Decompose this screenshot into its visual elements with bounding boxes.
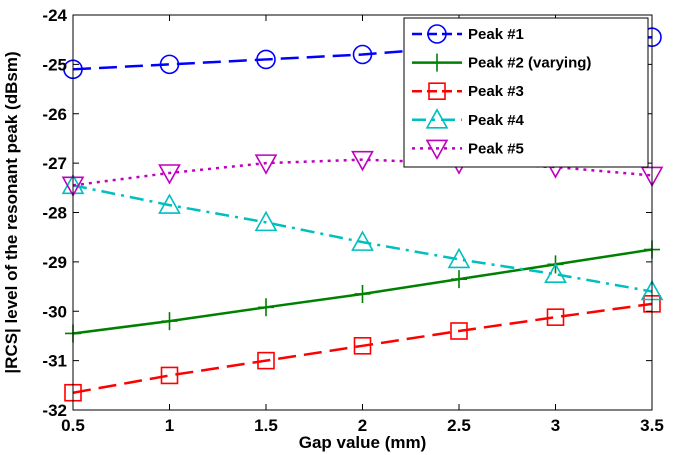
data-point-triangle-up xyxy=(158,193,181,214)
x-tick-label: 1.5 xyxy=(254,416,278,435)
y-tick-label: -29 xyxy=(42,253,67,272)
data-point-square xyxy=(160,366,179,385)
x-tick-label: 3 xyxy=(551,416,560,435)
y-axis-label: |RCS| level of the resonant peak (dBsm) xyxy=(2,51,21,373)
legend-box xyxy=(403,17,649,168)
legend-item: Peak #4 xyxy=(412,108,525,129)
y-tick-label: -27 xyxy=(42,154,67,173)
data-point-square xyxy=(546,308,565,326)
x-tick-label: 2 xyxy=(358,416,367,435)
series-line xyxy=(72,184,653,293)
data-point-square xyxy=(257,351,275,370)
legend-label: Peak #2 (varying) xyxy=(468,55,591,72)
data-point-square xyxy=(353,337,372,355)
legend-item: Peak #3 xyxy=(412,82,524,100)
data-point-triangle-up xyxy=(254,210,278,232)
data-point-triangle-down xyxy=(425,139,449,161)
data-point-circle xyxy=(159,54,180,75)
series-line xyxy=(72,158,653,187)
data-point-plus xyxy=(429,53,445,72)
data-point-plus xyxy=(451,270,467,289)
data-point-plus xyxy=(258,298,274,317)
y-tick-label: -24 xyxy=(42,6,67,25)
data-point-circle xyxy=(352,44,373,65)
x-tick-label: 1 xyxy=(165,416,174,435)
legend-label: Peak #4 xyxy=(468,112,525,129)
data-point-plus xyxy=(354,284,371,303)
data-point-triangle-up xyxy=(351,230,374,251)
y-tick-label: -25 xyxy=(42,55,67,74)
data-point-circle xyxy=(256,49,276,70)
legend: Peak #1 Peak #2 (varying) Peak #3 Peak #4 Pe… xyxy=(403,17,649,168)
legend-item: Peak #5 xyxy=(412,139,524,161)
legend-item: Peak #1 xyxy=(412,24,524,44)
data-point-triangle-up xyxy=(425,108,449,129)
data-point-triangle-up xyxy=(447,247,471,269)
y-tick-label: -28 xyxy=(42,204,67,223)
data-point-square xyxy=(428,82,446,100)
axis-ticks: 0.5 1 1.5 2 2.5 3 3.5 -24 -25 -26 -27 -28 -29 -30 -31 -… xyxy=(42,6,663,435)
y-tick-label: -26 xyxy=(42,105,67,124)
data-point-square xyxy=(450,322,468,340)
series-line xyxy=(72,302,653,394)
x-tick-label: 2.5 xyxy=(447,416,471,435)
legend-label: Peak #3 xyxy=(468,83,524,100)
y-tick-label: -31 xyxy=(42,352,67,371)
y-tick-label: -30 xyxy=(42,302,67,321)
y-tick-label: -32 xyxy=(42,401,67,420)
x-tick-label: 3.5 xyxy=(640,416,664,435)
x-axis-label: Gap value (mm) xyxy=(299,433,427,452)
data-point-circle xyxy=(427,24,447,44)
data-point-plus xyxy=(161,312,178,331)
x-tick-label: 0.5 xyxy=(61,416,85,435)
legend-label: Peak #5 xyxy=(468,140,524,157)
data-point-triangle-down xyxy=(254,154,278,175)
data-point-triangle-down xyxy=(158,164,181,185)
legend-item: Peak #2 (varying) xyxy=(412,53,591,72)
data-point-triangle-down xyxy=(351,150,374,172)
data-point-triangle-up xyxy=(544,262,567,284)
legend-label: Peak #1 xyxy=(468,26,524,43)
